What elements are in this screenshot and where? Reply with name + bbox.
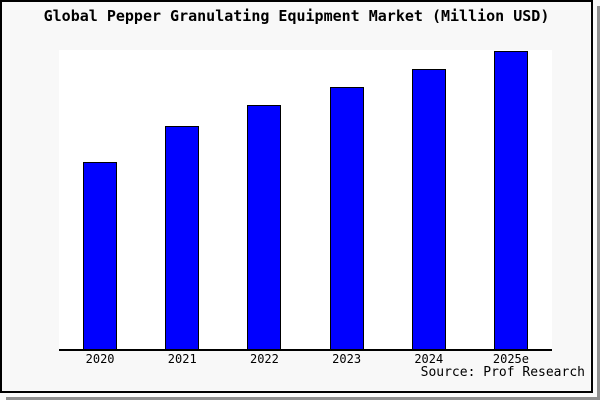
bar-slot xyxy=(306,50,388,350)
bar-slot xyxy=(223,50,305,350)
bar-2020 xyxy=(83,162,118,350)
bar-slot xyxy=(388,50,470,350)
bar-2022 xyxy=(247,105,282,350)
source-note: Source: Prof Research xyxy=(420,365,585,380)
bar-slot xyxy=(470,50,552,350)
bar-2024 xyxy=(411,69,446,350)
chart-frame: Global Pepper Granulating Equipment Mark… xyxy=(0,0,593,393)
drop-shadow-bottom xyxy=(6,397,600,400)
bar-2021 xyxy=(165,126,200,350)
x-tick-label: 2020 xyxy=(85,352,115,366)
x-tick-label: 2025e xyxy=(492,352,529,366)
bar-slot xyxy=(141,50,223,350)
drop-shadow-right xyxy=(597,6,600,400)
bar-2023 xyxy=(329,87,364,350)
x-tick-label: 2023 xyxy=(332,352,362,366)
x-tick-label: 2022 xyxy=(249,352,279,366)
x-tick-label: 2021 xyxy=(167,352,197,366)
x-tick-label: 2024 xyxy=(414,352,444,366)
x-axis-tick-labels: 2020 2021 2022 2023 2024 2025e xyxy=(59,352,552,366)
plot-area xyxy=(59,50,552,350)
bar-2025e xyxy=(493,51,528,350)
chart-title: Global Pepper Granulating Equipment Mark… xyxy=(43,7,550,25)
x-axis-line xyxy=(59,349,552,351)
bar-slot xyxy=(59,50,141,350)
